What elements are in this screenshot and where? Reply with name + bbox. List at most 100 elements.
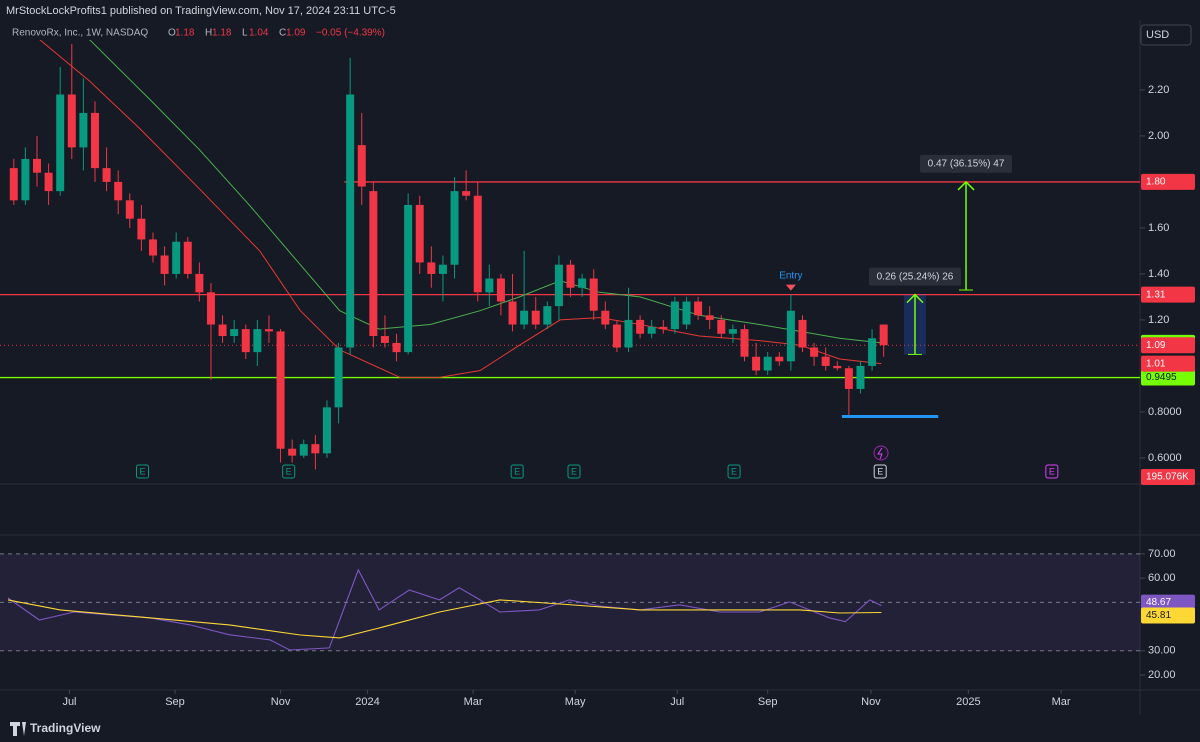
candle-body	[740, 329, 749, 357]
candle-body	[705, 315, 714, 320]
candle-body	[230, 329, 239, 337]
measure-arrowhead	[906, 293, 924, 304]
candle-body	[647, 326, 656, 334]
candle-body	[462, 191, 471, 196]
candle-body	[810, 347, 819, 357]
x-tick-label: May	[565, 696, 586, 708]
legend-letter: O	[168, 28, 176, 39]
legend-value: 1.04	[249, 28, 269, 39]
candle-body	[311, 444, 320, 454]
y-tick-label: 1.20	[1148, 314, 1169, 326]
price-badge-label: 0.9495	[1146, 372, 1177, 383]
measure-label: 0.26 (25.24%) 26	[877, 271, 954, 282]
candle-body	[90, 112, 99, 169]
currency-button[interactable]	[1140, 24, 1192, 46]
x-tick-label: Nov	[861, 696, 881, 708]
earnings-marker	[567, 464, 581, 479]
measure-label: 0.47 (36.15%) 47	[928, 159, 1005, 170]
candle-body	[206, 292, 215, 325]
candle-body	[392, 342, 401, 353]
price-pane	[0, 40, 1140, 470]
candle-body	[601, 310, 610, 325]
candle-body	[775, 356, 784, 362]
candle-body	[299, 444, 308, 456]
earnings-marker	[510, 464, 524, 479]
candle-body	[589, 278, 598, 311]
rsi-tick-label: 60.00	[1148, 572, 1176, 584]
measure-label-box	[920, 154, 1013, 173]
candle-body	[56, 94, 65, 192]
price-badge-label: 195.076K	[1146, 472, 1189, 483]
price-badge	[1141, 469, 1195, 485]
candle-body	[798, 319, 807, 348]
candle-body	[148, 239, 157, 256]
candle-body	[531, 310, 540, 325]
currency[interactable]: USD	[1146, 29, 1169, 41]
candle-body	[752, 356, 761, 371]
candle-body	[427, 262, 436, 274]
candle-body	[67, 94, 76, 148]
candle-body	[520, 310, 529, 325]
candle-body	[102, 168, 111, 182]
moving-average	[39, 40, 882, 378]
x-tick-label: 2024	[355, 696, 379, 708]
candle-body	[496, 278, 505, 302]
candle-body	[473, 195, 482, 293]
earnings-label: E	[286, 466, 292, 476]
candle-body	[276, 331, 285, 449]
price-badge-label: 1.31	[1146, 289, 1166, 300]
candle-body	[438, 264, 447, 274]
earnings-label: E	[514, 466, 520, 476]
candle-body	[682, 301, 691, 325]
candle-body	[334, 347, 343, 408]
price-badge	[1141, 594, 1195, 611]
rsi-line	[7, 599, 882, 639]
x-tick-label: Mar	[464, 696, 483, 708]
earnings-marker	[1045, 464, 1059, 479]
footer-logo: TradingView	[30, 721, 101, 735]
legend-letter: L	[242, 28, 248, 39]
candle-body	[32, 158, 41, 173]
dividend-glyph	[877, 447, 883, 460]
price-badge	[1141, 355, 1195, 372]
legend-change: −0.05 (−4.39%)	[316, 28, 385, 39]
candle-body	[786, 310, 795, 362]
price-badge-label: 1.80	[1146, 177, 1166, 188]
candle-body	[44, 172, 53, 192]
earnings-label: E	[1049, 466, 1055, 476]
price-badge-label: 45.81	[1146, 610, 1171, 621]
rsi-tick-label: 30.00	[1148, 645, 1176, 657]
candle-body	[856, 365, 865, 389]
candle-body	[404, 204, 413, 353]
legend-value: 1.18	[175, 28, 195, 39]
candle-body	[288, 448, 297, 456]
candle-body	[172, 241, 181, 274]
earnings-marker	[282, 464, 296, 479]
legend-letter: C	[279, 28, 286, 39]
measure-label-box	[868, 267, 961, 286]
price-badge	[1141, 607, 1195, 624]
candle-body	[357, 145, 366, 187]
earnings-marker	[727, 464, 741, 479]
candle-body	[624, 319, 633, 348]
legend-value: 1.18	[212, 28, 232, 39]
candle-body	[554, 264, 563, 307]
x-tick-label: Jul	[62, 696, 76, 708]
candle-body	[844, 368, 853, 389]
price-badge	[1141, 173, 1195, 190]
earnings-label: E	[877, 466, 883, 476]
y-tick-label: 1.60	[1148, 222, 1169, 234]
candle-body	[241, 329, 250, 353]
dividend-icon	[873, 445, 889, 461]
candle-body	[694, 301, 703, 316]
candle-body	[195, 273, 204, 293]
candle-body	[21, 158, 30, 201]
x-tick-label: Sep	[758, 696, 778, 708]
price-badge	[1141, 369, 1195, 386]
candle-body	[485, 278, 494, 293]
rsi-tick-label: 70.00	[1148, 548, 1176, 560]
candle-body	[264, 329, 273, 332]
y-tick-label: 2.00	[1148, 130, 1169, 142]
price-badge-label: 48.67	[1146, 597, 1171, 608]
